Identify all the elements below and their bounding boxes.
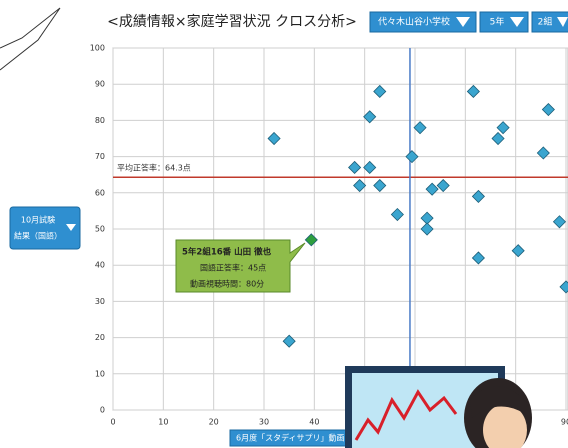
y-selector[interactable]: 10月試験 結果（国語）: [10, 207, 80, 249]
x-tick-label: 10: [158, 418, 168, 427]
y-tick-label: 100: [90, 44, 105, 53]
illustration: [345, 366, 532, 448]
filter-label[interactable]: 5年: [490, 16, 505, 28]
filter-grade[interactable]: 5年: [480, 12, 528, 32]
page-title: <成績情報×家庭学習状況 クロス分析>: [107, 13, 357, 30]
selector-label[interactable]: 10月試験: [21, 215, 55, 225]
filter-class[interactable]: 2組: [532, 12, 568, 32]
y-tick-label: 70: [95, 152, 105, 161]
y-tick-label: 50: [95, 225, 105, 234]
tooltip-line: 5年2組16番 山田 徹也: [182, 247, 272, 258]
filter-school[interactable]: 代々木山谷小学校: [370, 12, 476, 32]
y-tick-label: 20: [95, 333, 105, 342]
x-tick-label: 20: [209, 418, 219, 427]
filter-label[interactable]: 2組: [538, 16, 553, 28]
y-tick-label: 80: [95, 116, 105, 125]
y-tick-label: 90: [95, 80, 105, 89]
mean-line-label: 平均正答率：64.3点: [117, 163, 191, 173]
selector-label[interactable]: 6月度「スタディサプリ」動画: [236, 433, 345, 443]
filter-label[interactable]: 代々木山谷小学校: [378, 16, 450, 28]
selector-label[interactable]: 結果（国語）: [14, 231, 62, 241]
tooltip: 5年2組16番 山田 徹也 国語正答率：45点 動画視聴時間：80分: [176, 240, 305, 292]
y-tick-label: 0: [100, 406, 105, 415]
screen: <成績情報×家庭学習状況 クロス分析> 代々木山谷小学校 5年 2組 10月試験…: [0, 0, 568, 448]
y-tick-label: 40: [95, 261, 105, 270]
x-tick-label: 0: [110, 418, 115, 427]
tooltip-line: 国語正答率：45点: [200, 263, 266, 273]
tooltip-line: 動画視聴時間：80分: [190, 279, 264, 289]
x-tick-label: 40: [309, 418, 319, 427]
x-tick-label: 90: [561, 418, 568, 427]
y-tick-label: 60: [95, 188, 105, 197]
x-tick-label: 30: [259, 418, 269, 427]
y-tick-label: 10: [95, 369, 105, 378]
y-tick-label: 30: [95, 297, 105, 306]
x-selector[interactable]: 6月度「スタディサプリ」動画: [230, 430, 355, 446]
